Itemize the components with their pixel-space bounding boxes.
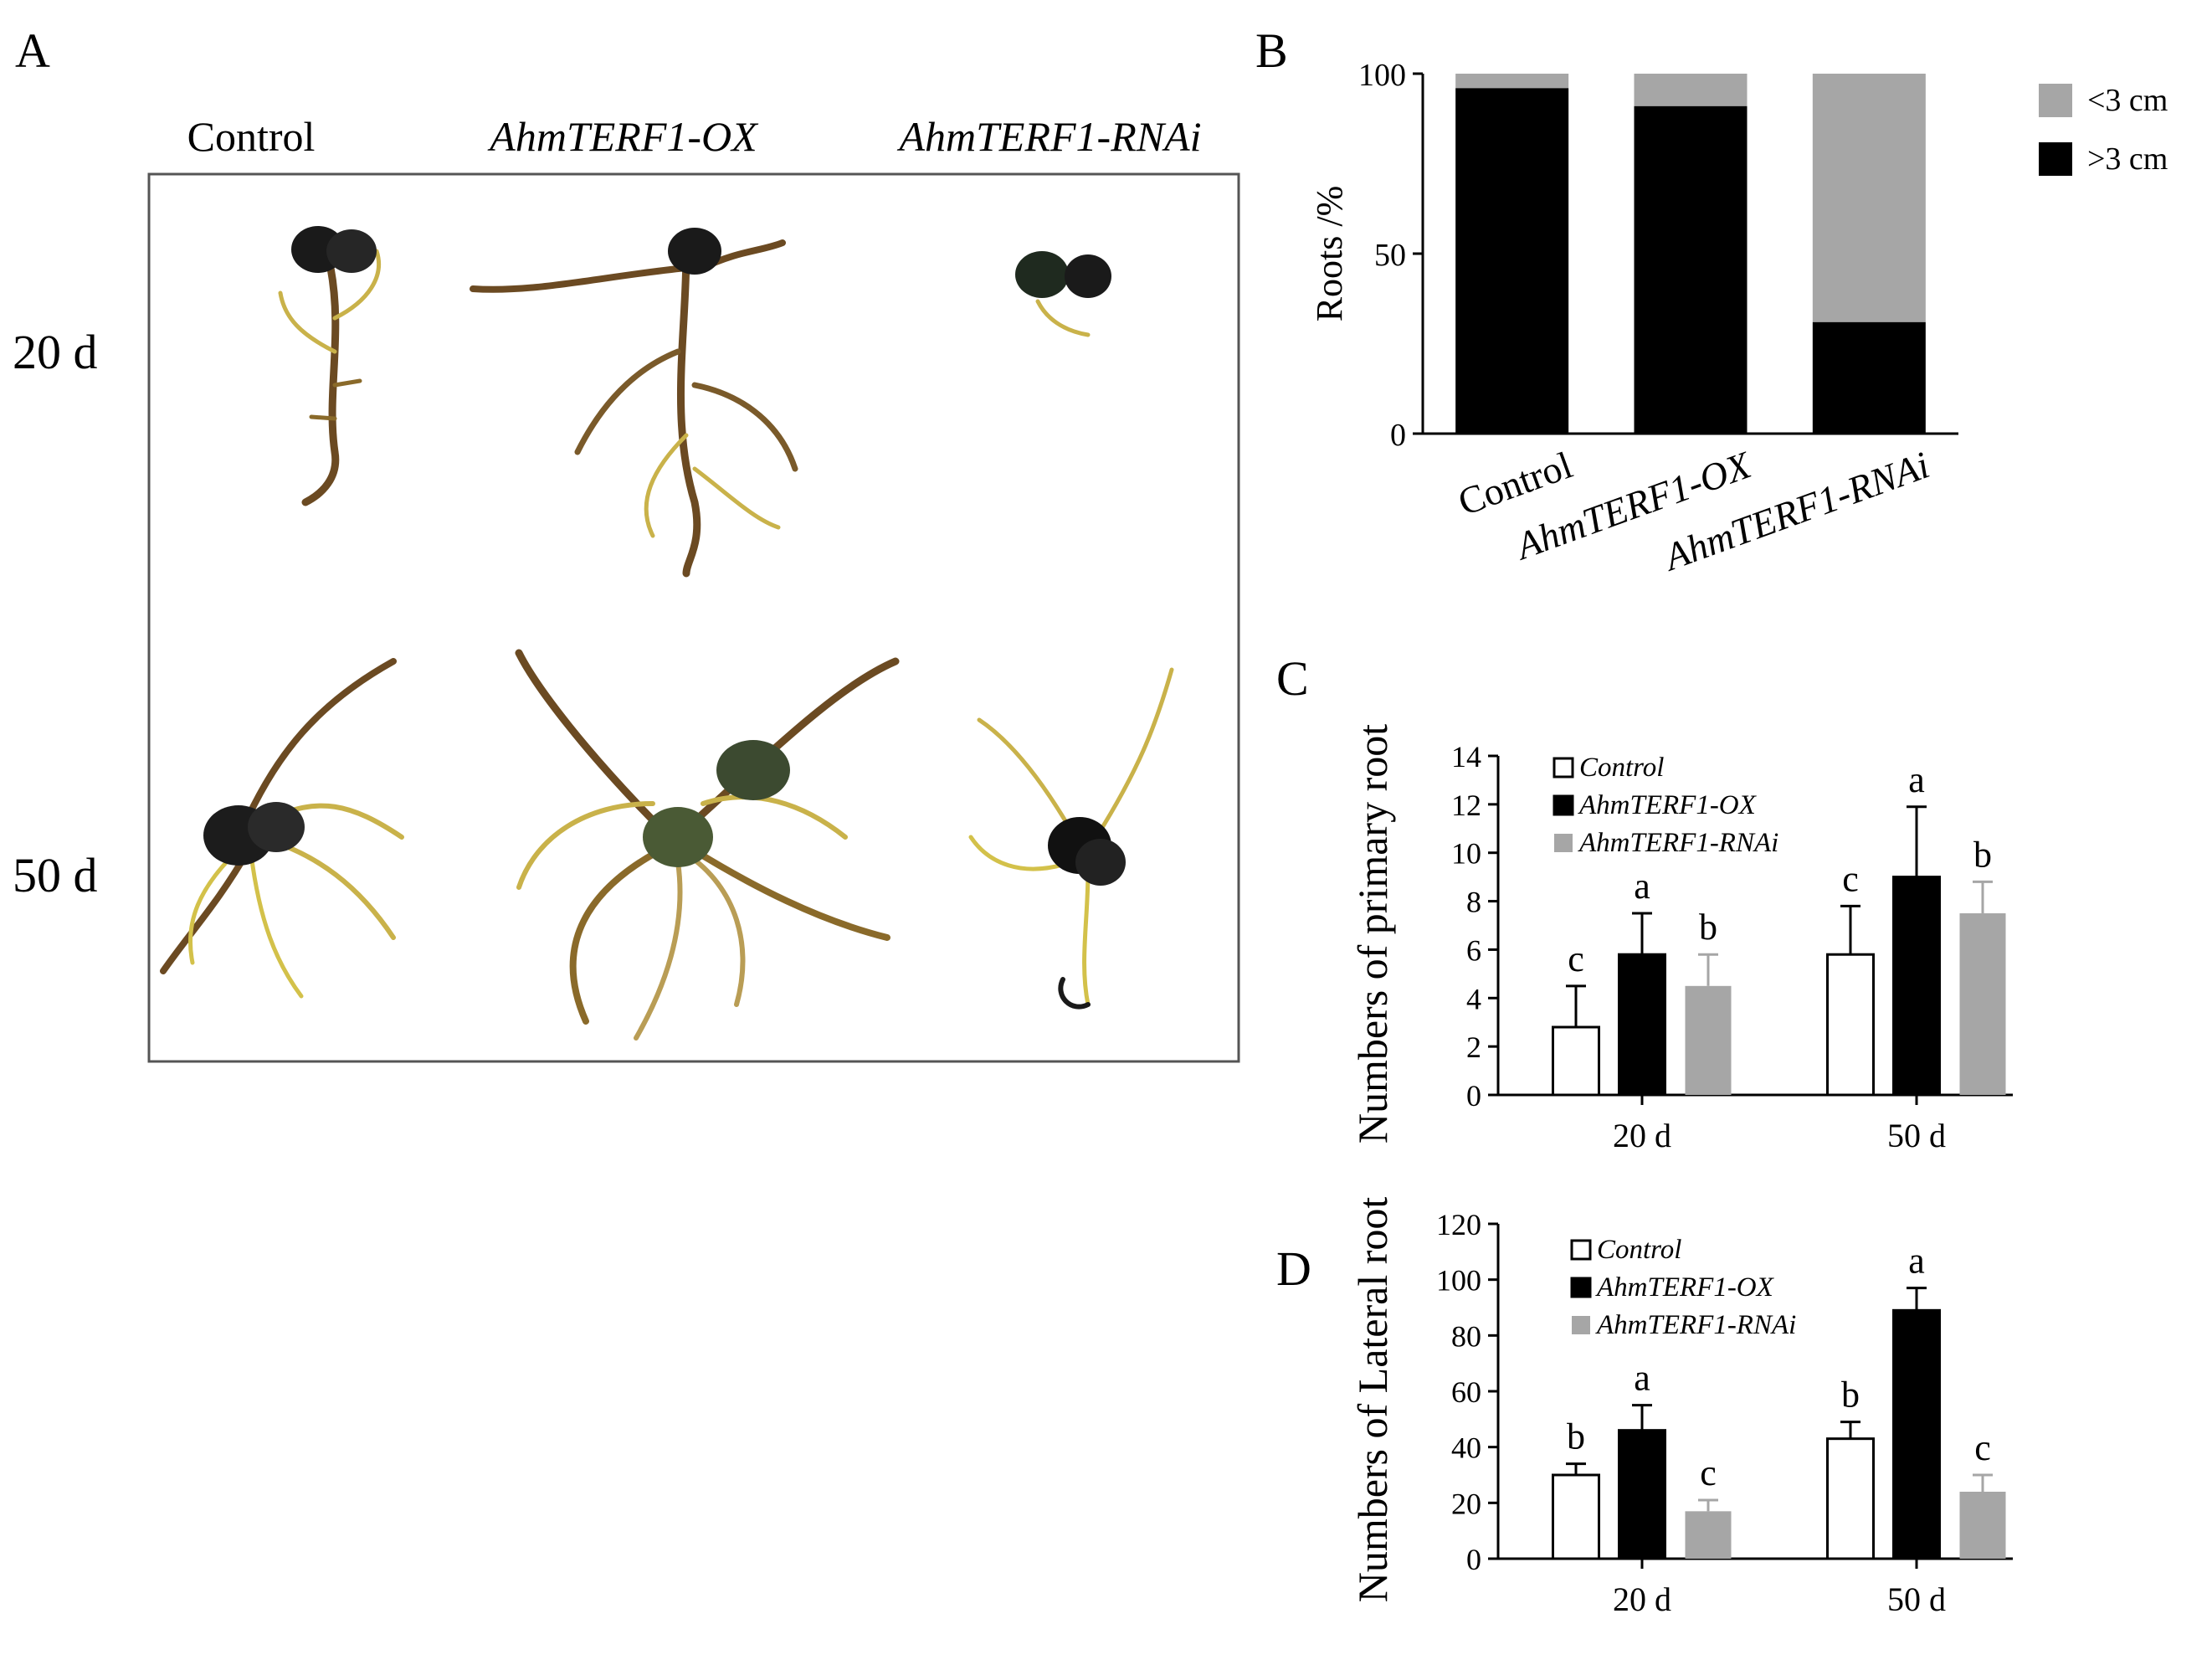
panel-label-b: B <box>1255 23 1288 78</box>
column-label-ox: AhmTERF1-OX <box>487 113 759 160</box>
bar-segment <box>1634 74 1748 106</box>
panel-label-d: D <box>1276 1241 1311 1296</box>
legend-label: >3 cm <box>2087 141 2168 177</box>
y-axis-label: Roots /% <box>1309 186 1350 322</box>
root-photo <box>160 226 1174 1041</box>
legend-swatch <box>1553 757 1574 779</box>
y-tick-label: 50 <box>1374 238 1406 273</box>
seedling-control-20d <box>278 226 382 506</box>
y-tick-label: 100 <box>1358 58 1406 93</box>
panel-label-c: C <box>1276 651 1309 706</box>
legend-label: AhmTERF1-OX <box>1578 790 1758 820</box>
legend-label: Control <box>1597 1235 1681 1265</box>
seedling-rnai-20d <box>1015 251 1111 337</box>
y-axis-label: Numbers of primary root <box>1349 724 1396 1143</box>
y-tick-label: 12 <box>1451 789 1481 822</box>
seedling-ox-50d <box>515 649 900 1041</box>
photo-frame <box>147 172 1240 1063</box>
significance-letter: a <box>1908 1241 1925 1282</box>
y-tick-label: 40 <box>1451 1431 1481 1465</box>
bar <box>1552 1025 1600 1097</box>
legend-swatch <box>1570 1277 1592 1298</box>
y-tick-label: 80 <box>1451 1319 1481 1353</box>
significance-letter: b <box>1973 834 1992 875</box>
significance-letter: a <box>1908 759 1925 800</box>
legend-label: <3 cm <box>2087 83 2168 118</box>
bar-segment <box>1812 74 1926 322</box>
chart-d-lateral-root: 0 20 40 60 80 100 120 Numbers of Lateral root 20… <box>1349 1197 2013 1618</box>
bar <box>1892 1308 1941 1560</box>
significance-letter: b <box>1567 1416 1585 1457</box>
bar <box>1892 876 1941 1097</box>
y-tick-label: 0 <box>1466 1543 1481 1576</box>
legend-label: Control <box>1579 753 1664 783</box>
significance-letter: c <box>1700 1452 1717 1493</box>
bar <box>1685 1511 1732 1559</box>
x-tick-label: 50 d <box>1887 1117 1946 1154</box>
chart-c-primary-root: 0 2 4 6 8 10 12 14 Numbers of primary root 20 d c a… <box>1349 724 2013 1154</box>
y-tick-label: 4 <box>1466 982 1481 1015</box>
y-axis-label: Numbers of Lateral root <box>1349 1197 1396 1603</box>
bar-segment <box>1812 321 1926 434</box>
seedling-control-50d <box>160 658 404 999</box>
bar <box>1959 1492 2006 1559</box>
seedling-ox-20d <box>470 228 798 578</box>
y-tick-label: 0 <box>1466 1079 1481 1113</box>
bar <box>1826 953 1875 1097</box>
legend-swatch <box>1554 834 1573 852</box>
significance-letter: a <box>1634 1358 1650 1399</box>
bar-segment <box>1455 74 1569 89</box>
y-tick-label: 14 <box>1451 740 1481 773</box>
significance-letter: b <box>1841 1375 1860 1416</box>
bar-segment <box>1455 88 1569 434</box>
bar <box>1618 1429 1666 1560</box>
column-label-rnai: AhmTERF1-RNAi <box>896 113 1201 160</box>
significance-letter: b <box>1699 907 1717 948</box>
x-tick-label: 20 d <box>1613 1580 1671 1618</box>
legend-label: AhmTERF1-RNAi <box>1595 1310 1796 1340</box>
significance-letter: c <box>1568 938 1584 979</box>
row-label-50d: 50 d <box>13 848 98 902</box>
y-tick-label: 2 <box>1466 1030 1481 1064</box>
bar <box>1826 1437 1875 1560</box>
legend-label: AhmTERF1-RNAi <box>1578 828 1778 858</box>
row-label-20d: 20 d <box>13 325 98 379</box>
seedling-rnai-50d <box>968 667 1174 1010</box>
y-tick-label: 8 <box>1466 886 1481 919</box>
bar <box>1685 985 1732 1095</box>
bar <box>1618 953 1666 1097</box>
x-tick-label: 20 d <box>1613 1117 1671 1154</box>
y-tick-label: 0 <box>1390 418 1406 453</box>
legend-swatch <box>1572 1316 1590 1334</box>
legend-swatch <box>2039 142 2072 176</box>
y-tick-label: 6 <box>1466 933 1481 967</box>
x-tick-label: 50 d <box>1887 1580 1946 1618</box>
panel-label-a: A <box>15 23 50 78</box>
y-tick-label: 20 <box>1451 1487 1481 1520</box>
panel-a: Control AhmTERF1-OX AhmTERF1-RNAi 20 d 5… <box>13 113 1240 1063</box>
column-label-control: Control <box>187 113 316 160</box>
significance-letter: a <box>1634 866 1650 907</box>
significance-letter: c <box>1974 1427 1991 1468</box>
legend-swatch <box>1570 1239 1592 1261</box>
bar <box>1552 1473 1600 1560</box>
y-tick-label: 60 <box>1451 1375 1481 1409</box>
significance-letter: c <box>1842 858 1859 899</box>
y-tick-label: 120 <box>1436 1208 1481 1241</box>
y-tick-label: 100 <box>1436 1264 1481 1298</box>
legend-label: AhmTERF1-OX <box>1595 1272 1775 1303</box>
bar <box>1959 913 2006 1095</box>
legend-swatch <box>1553 794 1574 816</box>
legend-swatch <box>2039 84 2072 117</box>
y-tick-label: 10 <box>1451 837 1481 871</box>
bar-segment <box>1634 105 1748 434</box>
